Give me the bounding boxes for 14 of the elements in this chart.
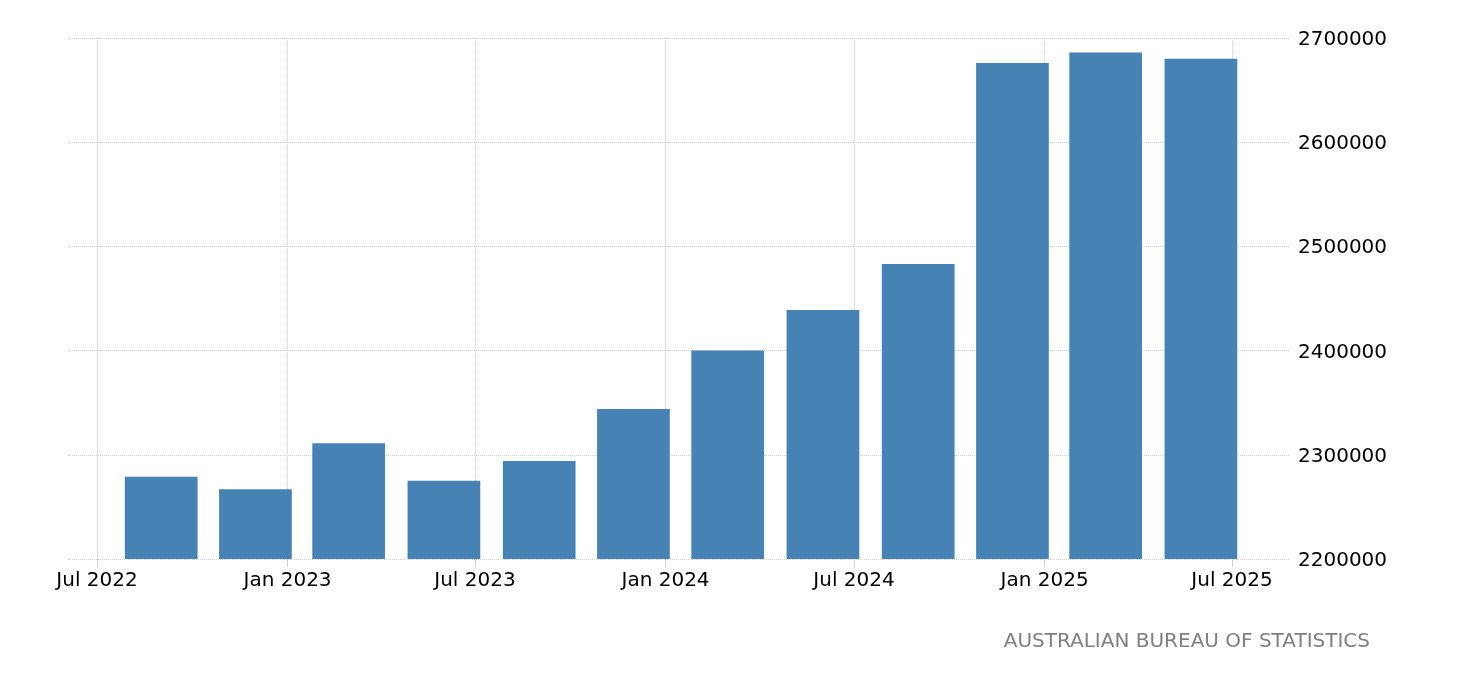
- x-tick-label: Jul 2025: [1189, 567, 1273, 591]
- x-tick-label: Jul 2023: [432, 567, 516, 591]
- x-tick-label: Jul 2024: [811, 567, 895, 591]
- y-tick-label: 2300000: [1298, 442, 1388, 467]
- x-tick-label: Jan 2024: [619, 567, 710, 591]
- y-tick-label: 2200000: [1298, 547, 1388, 571]
- text: AUSTRALIAN BUREAU OF STATISTICS: [1003, 628, 1371, 652]
- x-tick-label: Jul 2022: [54, 567, 138, 591]
- y-tick-label: 2400000: [1298, 338, 1388, 363]
- x-tick-label: Jan 2025: [998, 567, 1089, 591]
- y-tick-label: 2700000: [1298, 26, 1388, 50]
- y-tick-label: 2500000: [1298, 234, 1388, 259]
- x-tick-label: Jan 2023: [241, 567, 332, 591]
- y-tick-label: 2600000: [1298, 130, 1388, 155]
